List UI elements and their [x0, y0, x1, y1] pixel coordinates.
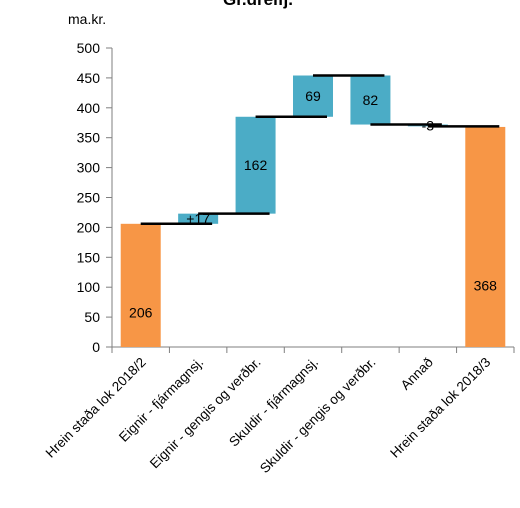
data-label: 82 — [363, 92, 379, 108]
y-tick-label: 400 — [77, 100, 101, 116]
y-tick-label: 500 — [77, 40, 101, 56]
category-label: Annað — [398, 355, 436, 393]
y-tick-label: 200 — [77, 219, 101, 235]
y-tick-labels: 0 50 100 150 200 250 300 350 400 450 500 — [77, 40, 101, 355]
y-tick-label: 300 — [77, 160, 101, 176]
data-label: 69 — [305, 88, 321, 104]
bar — [235, 116, 276, 214]
bar — [120, 223, 161, 347]
chart-title: Gr.dreifj. — [223, 0, 293, 9]
data-label: 368 — [474, 277, 498, 293]
bars — [120, 75, 506, 347]
data-label: 162 — [244, 157, 268, 173]
category-label: Eignir - gengis og verðbr. — [147, 355, 264, 472]
axes — [106, 47, 515, 353]
y-tick-label: 250 — [77, 190, 101, 206]
bar — [465, 126, 506, 347]
y-tick-label: 0 — [92, 339, 100, 355]
y-tick-label: 150 — [77, 249, 101, 265]
bar — [178, 213, 219, 224]
y-tick-label: 100 — [77, 279, 101, 295]
y-tick-label: 50 — [84, 309, 100, 325]
data-labels: 206 +17 162 69 82 -3 368 — [129, 88, 497, 320]
category-label: Hrein staða lok 2018/2 — [43, 355, 149, 461]
y-tick-label: 350 — [77, 130, 101, 146]
y-tick-label: 450 — [77, 70, 101, 86]
category-label: Hrein staða lok 2018/3 — [387, 355, 493, 461]
bar — [293, 75, 333, 117]
data-label: 206 — [129, 305, 153, 321]
connector-lines — [140, 74, 500, 226]
category-label: Skuldir - gengis og verðbr. — [257, 355, 379, 477]
y-axis-unit-label: ma.kr. — [68, 11, 106, 27]
bar — [350, 75, 391, 125]
data-label: -3 — [422, 117, 435, 133]
data-label: +17 — [186, 211, 210, 227]
